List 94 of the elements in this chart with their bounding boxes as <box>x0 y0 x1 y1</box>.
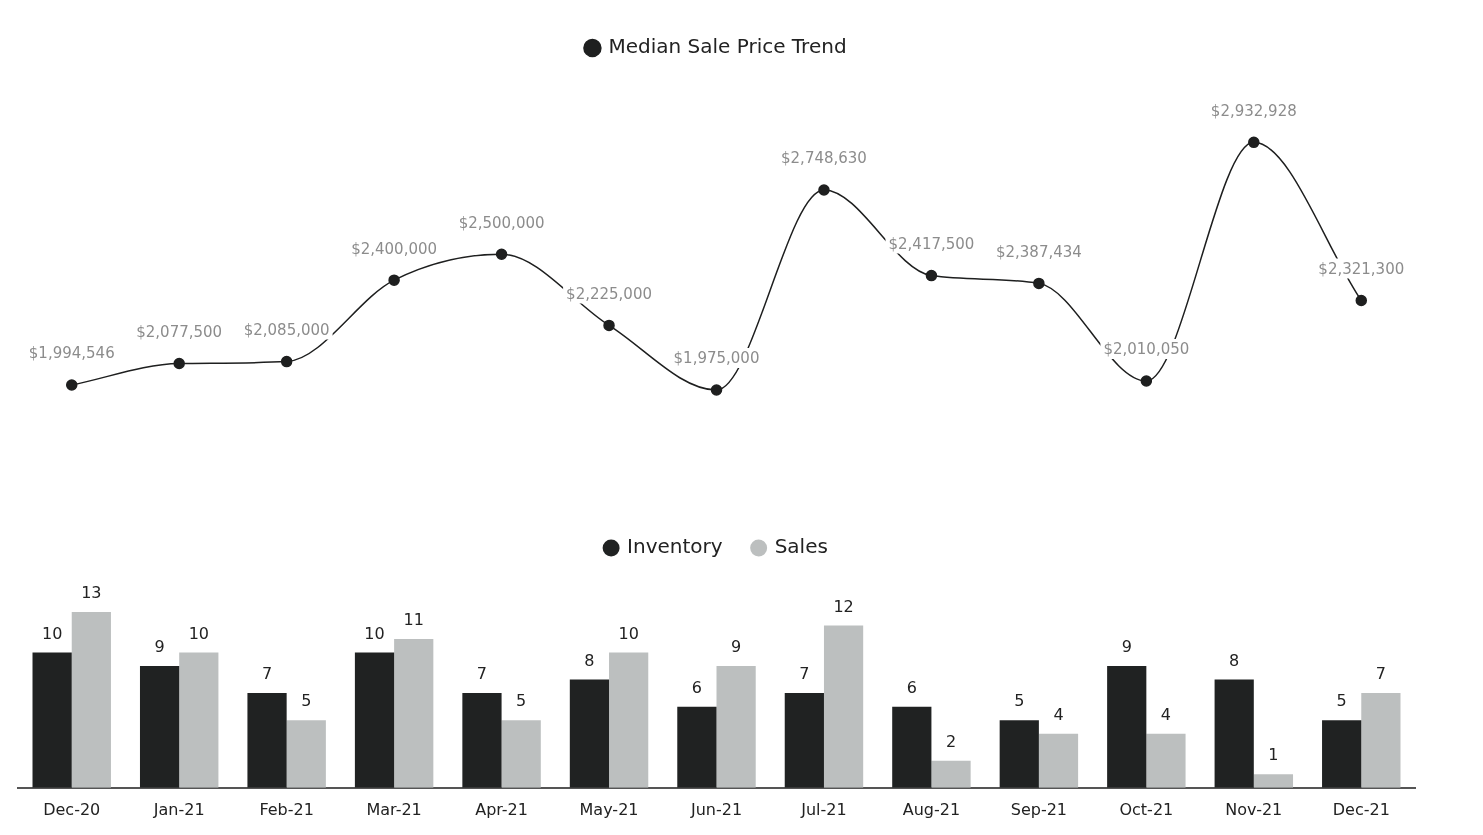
point <box>1033 277 1045 290</box>
data-label: $2,932,928 <box>1210 101 1297 120</box>
bar <box>354 652 395 788</box>
data-label: 8 <box>1229 650 1240 670</box>
x-tick-label: Jul-21 <box>800 799 847 819</box>
point <box>65 379 78 391</box>
data-label: $2,321,300 <box>1318 259 1405 278</box>
data-label: 13 <box>81 583 102 603</box>
data-label: 7 <box>1375 664 1386 684</box>
bar <box>999 720 1039 788</box>
bar <box>71 611 111 788</box>
point <box>280 355 293 368</box>
legend-label: Inventory <box>627 534 723 559</box>
data-label: 5 <box>1014 691 1025 711</box>
x-tick-label: Apr-21 <box>475 799 528 819</box>
data-label: 10 <box>364 623 385 643</box>
x-tick-label: Oct-21 <box>1119 799 1174 819</box>
bar <box>677 706 717 788</box>
x-tick-label: Dec-21 <box>1332 799 1390 819</box>
data-label: 7 <box>799 664 810 684</box>
data-label: 10 <box>618 623 639 643</box>
bar <box>1038 733 1079 788</box>
bar <box>1322 720 1362 788</box>
data-label: 10 <box>41 623 63 643</box>
bar <box>1214 679 1254 788</box>
data-label: 11 <box>403 610 424 630</box>
data-label: $2,077,500 <box>136 322 223 341</box>
point <box>173 357 185 370</box>
x-tick-label: Jan-21 <box>152 799 205 819</box>
x-tick-label: Mar-21 <box>366 799 422 819</box>
data-label: 4 <box>1053 704 1064 724</box>
data-label: 5 <box>1336 691 1347 711</box>
data-label: 9 <box>154 637 165 657</box>
point <box>1248 136 1260 149</box>
bar <box>1361 693 1401 788</box>
bar <box>569 679 610 788</box>
point <box>710 384 723 396</box>
bar <box>139 666 180 788</box>
bar <box>394 639 434 788</box>
bar <box>286 720 326 788</box>
data-label: $2,400,000 <box>351 239 438 258</box>
data-label: 5 <box>301 691 312 711</box>
bar <box>462 693 502 788</box>
data-label: 1 <box>1268 745 1279 765</box>
bar <box>1253 774 1294 788</box>
bar <box>179 652 219 788</box>
point <box>603 319 615 332</box>
bar <box>823 625 864 788</box>
data-label: 10 <box>188 623 209 643</box>
point <box>495 248 508 261</box>
bar <box>931 760 971 788</box>
legend-label: Median Sale Price Trend <box>608 34 847 59</box>
x-tick-label: Jun-21 <box>689 799 743 819</box>
data-label: $2,010,050 <box>1103 340 1190 359</box>
bar <box>1146 733 1186 788</box>
data-label: $2,417,500 <box>888 234 975 253</box>
bar <box>247 693 287 788</box>
point <box>1140 375 1153 387</box>
bar <box>784 693 824 788</box>
point <box>818 184 830 196</box>
bar <box>609 652 649 788</box>
point <box>388 274 400 286</box>
data-label: 2 <box>945 731 957 751</box>
data-label: 9 <box>1121 637 1132 657</box>
data-label: 8 <box>584 650 595 670</box>
data-label: $2,225,000 <box>566 284 652 303</box>
data-label: 6 <box>906 677 917 697</box>
bar <box>1107 666 1147 788</box>
x-tick-label: May-21 <box>579 799 639 819</box>
data-label: 7 <box>476 664 488 684</box>
bar <box>716 666 756 788</box>
data-label: 5 <box>516 691 527 711</box>
data-label: 7 <box>261 664 273 684</box>
data-label: $2,387,434 <box>995 242 1082 261</box>
point <box>925 269 938 282</box>
x-tick-label: Aug-21 <box>902 799 961 819</box>
data-label: 12 <box>833 596 854 616</box>
data-label: $2,085,000 <box>243 320 330 339</box>
point <box>1355 294 1368 307</box>
data-label: 9 <box>731 637 742 657</box>
bar <box>892 706 932 788</box>
x-tick-label: Dec-20 <box>43 799 101 819</box>
x-tick-label: Sep-21 <box>1010 799 1068 819</box>
data-label: $2,500,000 <box>458 213 545 232</box>
x-tick-label: Feb-21 <box>259 799 314 819</box>
data-label: $1,994,546 <box>28 344 115 363</box>
data-label: $1,975,000 <box>673 349 760 368</box>
data-label: 4 <box>1160 704 1172 724</box>
data-label: $2,748,630 <box>781 149 867 168</box>
bar <box>32 652 72 788</box>
legend-label: Sales <box>774 534 828 559</box>
data-label: 6 <box>691 677 702 697</box>
bar <box>501 720 541 788</box>
x-tick-label: Nov-21 <box>1225 799 1283 819</box>
